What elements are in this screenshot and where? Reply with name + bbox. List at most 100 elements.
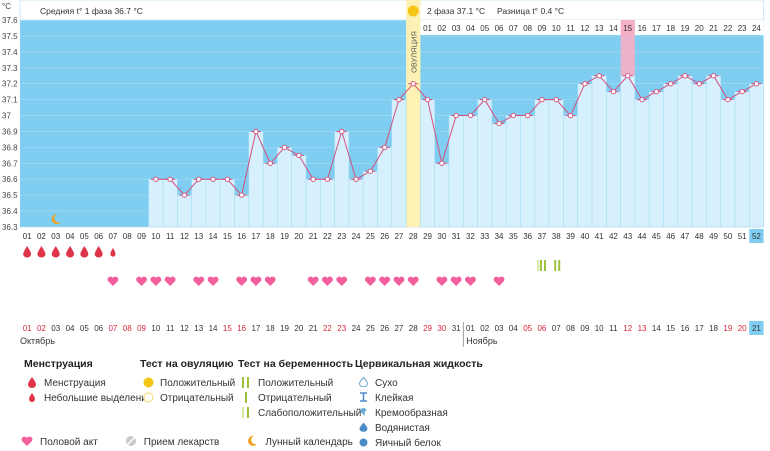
blood-drop-icon [51,246,60,258]
calendar-date: 15 [223,324,232,333]
cycle-day: 09 [137,232,146,241]
calendar-date: 28 [409,324,418,333]
temperature-point [439,160,445,166]
calendar-date: 07 [552,324,561,333]
calendar-date: 12 [180,324,189,333]
temperature-bar [462,115,478,228]
temperature-bar [262,163,278,228]
temperature-point [596,73,602,79]
y-tick-label: 37.6 [2,16,18,25]
calendar-date: 10 [151,324,160,333]
post-ovulation-row [420,20,764,35]
cycle-day: 42 [609,232,618,241]
calendar-date: 18 [709,324,718,333]
temperature-bar [505,115,521,228]
heart-icon [236,276,248,286]
post-ovulation-day: 14 [609,24,618,33]
calendar-date: 03 [51,324,60,333]
cycle-day: 33 [480,232,489,241]
post-ovulation-day: 18 [666,24,675,33]
temperature-point [482,96,488,103]
temperature-bar [691,83,707,228]
heart-icon [436,276,448,286]
post-ovulation-day: 05 [480,24,489,33]
temperature-point [238,192,245,198]
calendar-date: 15 [666,324,675,333]
cycle-day: 45 [652,232,661,241]
temperature-point [181,192,188,198]
temperature-bar [148,178,164,228]
temperature-bar [305,178,321,228]
ovulation-test-positive [558,260,561,271]
y-tick-label: 37.4 [2,48,18,57]
temperature-bar [177,194,192,228]
legend-ov-negative: Отрицательный [160,393,234,404]
temperature-point [210,176,216,182]
post-ovulation-day: 13 [595,24,604,33]
calendar-date: 14 [209,324,218,333]
ovulation-column [406,0,421,227]
calendar-date: 26 [380,324,389,333]
difference-label: Разница t° 0.4 °C [497,6,564,16]
legend-medication: Прием лекарств [143,437,220,448]
heart-icon [393,276,405,286]
temperature-point [367,168,373,174]
temperature-bar [706,75,722,228]
post-ovulation-day: 20 [695,24,704,33]
cycle-day: 26 [380,232,389,241]
calendar-date: 21 [752,324,761,333]
temperature-bar [391,99,407,228]
calendar-date: 20 [738,324,747,333]
cycle-day: 35 [509,232,518,241]
temperature-point [682,73,688,79]
temperature-point [725,96,731,103]
cycle-day: 07 [108,232,117,241]
temperature-bar [420,99,435,228]
temperature-bar [205,178,221,228]
cycle-day: 39 [566,232,575,241]
blood-drop-icon [37,246,46,258]
calendar-date: 11 [609,324,618,333]
phase2-label: 2 фаза 37.1 °C [427,6,485,16]
calendar-date: 16 [237,324,246,333]
calendar-date: 01 [23,324,32,333]
heart-icon [450,276,462,286]
post-ovulation-day: 22 [723,24,732,33]
temperature-bar [534,99,550,228]
test-positive-icon [238,376,254,391]
calendar-date: 08 [566,324,575,333]
calendar-date: 05 [80,324,89,333]
calendar-date: 13 [194,324,203,333]
month-label: Ноябрь [466,336,498,346]
heart-icon [307,276,319,286]
temperature-point [510,112,516,119]
y-tick-label: 37.1 [2,96,18,105]
sun-positive-icon [140,377,156,391]
calendar-date: 23 [337,324,346,333]
cycle-day: 27 [394,232,403,241]
temperature-bar [234,194,250,228]
y-tick-label: 37.5 [2,32,18,41]
moon-icon [245,435,259,450]
temperature-point [267,160,273,166]
cycle-day: 08 [123,232,132,241]
temperature-point [696,81,702,87]
temperature-bar [191,178,207,228]
temperature-point [281,144,288,151]
temperature-bar [319,178,335,228]
calendar-date: 31 [452,324,461,333]
calendar-date: 02 [37,324,46,333]
temperature-bar [491,123,507,228]
calendar-date: 02 [480,324,489,333]
calendar-date: 12 [623,324,632,333]
cycle-day: 16 [237,232,246,241]
temperature-point [396,96,402,103]
last-day-highlight [749,229,764,243]
heart-icon [150,276,162,286]
temperature-bar [277,147,292,228]
y-tick-label: 37 [2,112,11,121]
temperature-point [167,176,173,182]
legend-menstruation-item: Менструация [44,378,106,389]
heart-icon [250,276,262,286]
temperature-bar [577,83,593,228]
